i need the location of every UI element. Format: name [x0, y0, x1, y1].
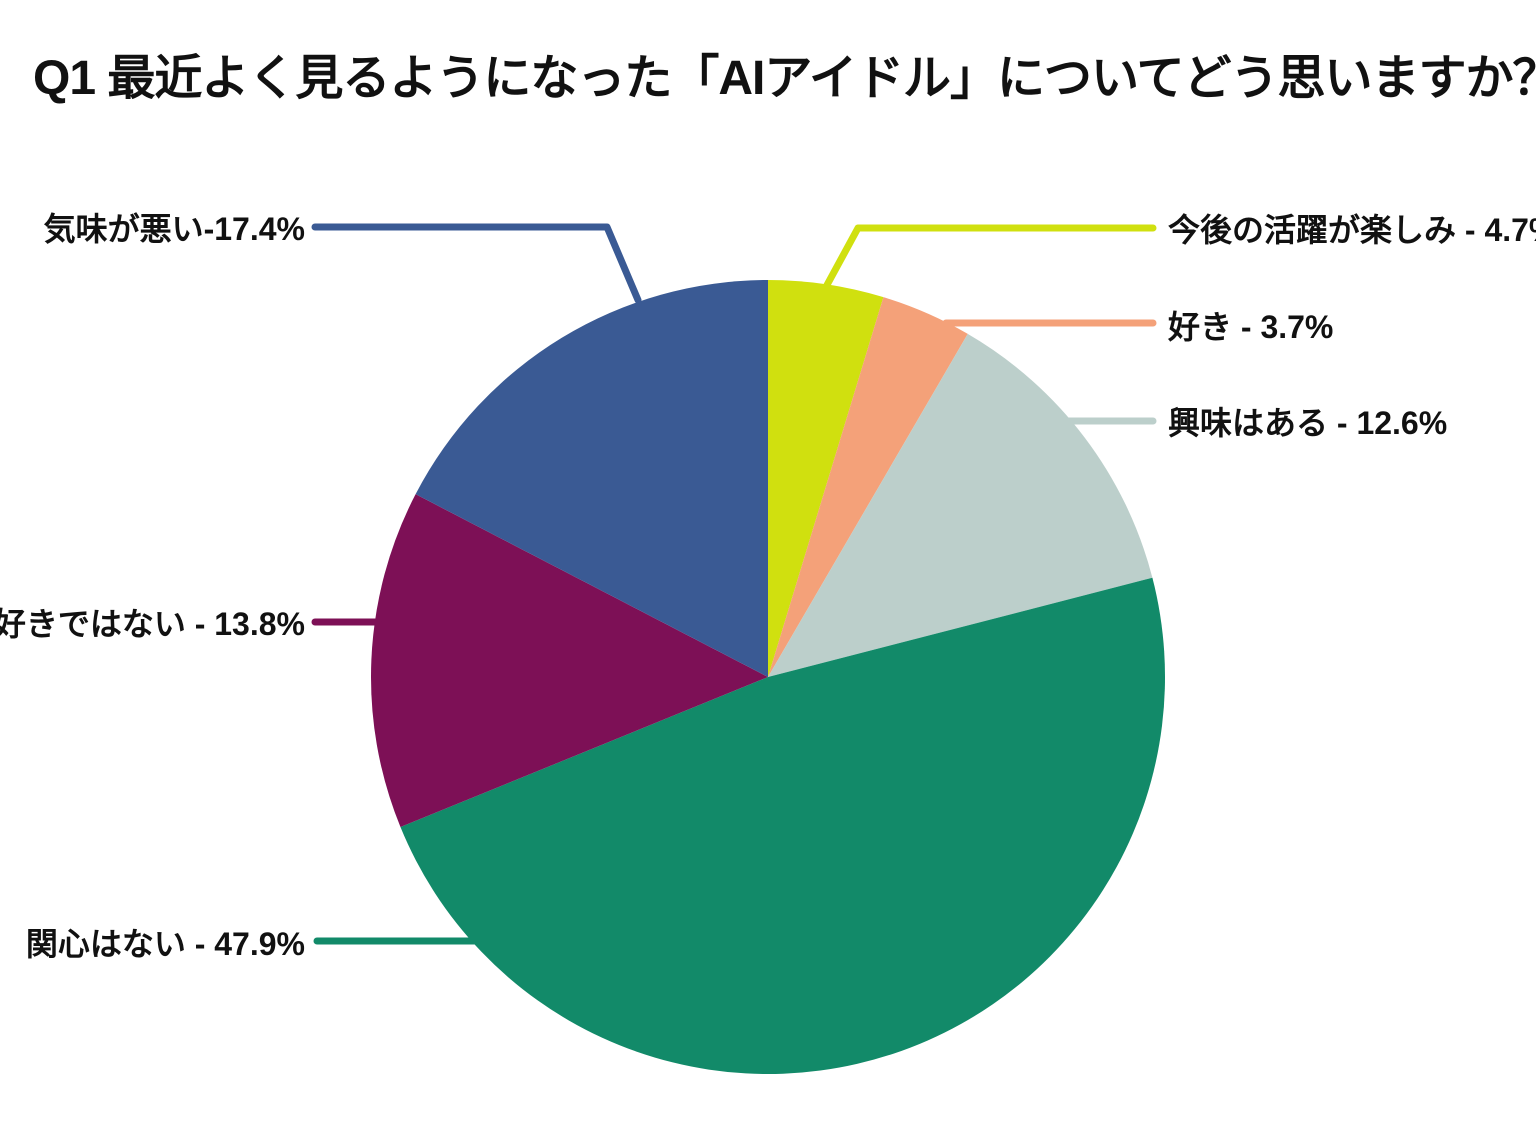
slice-label-kanshin-wa-nai: 関心はない - 47.9% [25, 926, 305, 962]
slice-label-kongo-no-katsuyaku: 今後の活躍が楽しみ - 4.7% [1168, 212, 1536, 248]
pie-slice-5 [415, 280, 768, 677]
pie-slice-4 [371, 494, 768, 828]
slice-label-suki-dewa-nai: 好きではない - 13.8% [0, 606, 305, 642]
pie-slice-3 [400, 577, 1166, 1075]
slice-label-kyomi-wa-aru: 興味はある - 12.6% [1168, 405, 1448, 441]
pie-slices [371, 280, 1166, 1075]
leader-line-kimi-ga-warui [311, 223, 642, 304]
leader-line-kongo-no-katsuyaku [823, 224, 1157, 289]
leader-lines [311, 223, 1157, 945]
slice-label-kimi-ga-warui: 気味が悪い-17.4% [43, 211, 305, 247]
pie-slice-1 [768, 297, 968, 677]
slice-label-suki: 好き - 3.7% [1168, 309, 1334, 345]
pie-slice-0 [768, 280, 884, 677]
chart-title: Q1 最近よく見るようになった「AIアイドル」についてどう思いますか？ [33, 52, 1536, 105]
